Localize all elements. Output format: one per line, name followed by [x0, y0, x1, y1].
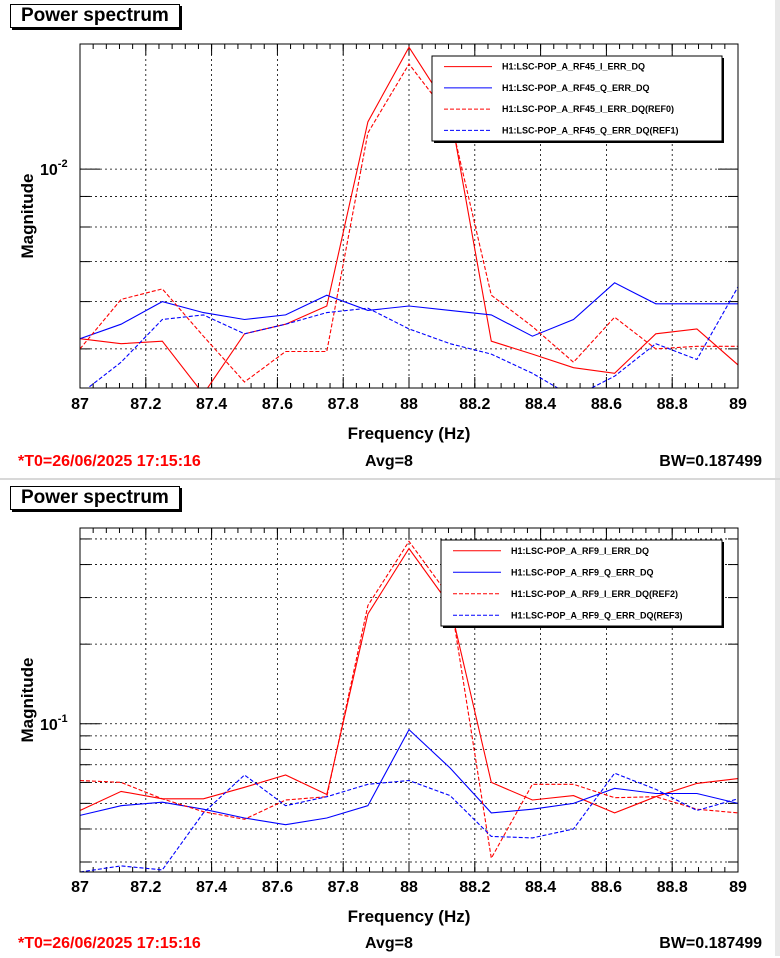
legend-entry: H1:LSC-POP_A_RF45_I_ERR_DQ(REF0) [502, 104, 674, 114]
grid [80, 528, 738, 872]
x-tick-label: 88 [400, 396, 418, 413]
legend-box [440, 539, 723, 627]
series-group [80, 46, 738, 388]
legend-entry: H1:LSC-POP_A_RF45_I_ERR_DQ [502, 62, 645, 72]
panel-edge [775, 480, 780, 956]
bandwidth: BW=0.187499 [659, 935, 762, 952]
legend: H1:LSC-POP_A_RF45_I_ERR_DQ H1:LSC-POP_A_R… [431, 55, 724, 143]
x-tick-label: 88.2 [459, 396, 490, 413]
legend: H1:LSC-POP_A_RF9_I_ERR_DQ H1:LSC-POP_A_RF… [440, 539, 724, 628]
legend-entry: H1:LSC-POP_A_RF9_Q_ERR_DQ(REF3) [511, 610, 683, 620]
x-tick-label: 89 [729, 396, 747, 413]
x-tick-label: 89 [729, 879, 747, 896]
status-footer: *T0=26/06/2025 17:15:16 Avg=8 BW=0.18749… [0, 935, 780, 955]
legend-box [431, 55, 723, 142]
legend-entry: H1:LSC-POP_A_RF45_Q_ERR_DQ [502, 83, 650, 93]
series-line-1 [80, 547, 738, 814]
t0-timestamp: *T0=26/06/2025 17:15:16 [18, 935, 201, 952]
average-count: Avg=8 [365, 453, 413, 470]
series-group [80, 540, 738, 872]
plot-frame [79, 43, 739, 389]
x-tick-label: 87 [71, 879, 89, 896]
series-line-1 [80, 46, 738, 388]
y-tick-label: 10-1 [40, 713, 68, 734]
panel-title: Power spectrum [10, 4, 180, 28]
legend-entry: H1:LSC-POP_A_RF9_I_ERR_DQ(REF2) [511, 589, 678, 599]
rf45-spectrum-chart: 87 87.2 87.4 87.6 87.8 88 88.2 88.4 88.6 88.8 89 10… [18, 43, 747, 443]
grid [80, 44, 738, 388]
legend-entry: H1:LSC-POP_A_RF9_Q_ERR_DQ [511, 567, 654, 577]
x-tick-label: 87 [71, 396, 89, 413]
x-tick-label: 87.6 [262, 396, 293, 413]
panel-edge [775, 0, 780, 478]
series-line-3 [80, 540, 738, 860]
x-tick-label: 88.4 [525, 879, 556, 896]
rf9-spectrum-chart: 87 87.2 87.4 87.6 87.8 88 88.2 88.4 88.6 88.8 89 10… [18, 527, 747, 926]
x-tick-label: 87.4 [196, 879, 227, 896]
series-line-4 [80, 772, 738, 872]
x-tick-label: 87.8 [328, 396, 359, 413]
y-axis-title: Magnitude [18, 174, 37, 259]
spectrum-panel-rf45: 87 87.2 87.4 87.6 87.8 88 88.2 88.4 88.6 88.8 89 10… [0, 0, 780, 478]
series-line-4 [86, 286, 738, 388]
x-tick-label: 88.2 [459, 879, 490, 896]
average-count: Avg=8 [365, 935, 413, 952]
status-footer: *T0=26/06/2025 17:15:16 Avg=8 BW=0.18749… [0, 453, 780, 473]
plot-frame [79, 527, 739, 873]
panel-title: Power spectrum [10, 486, 180, 510]
x-axis-title: Frequency (Hz) [348, 907, 471, 926]
series-line-2 [80, 282, 738, 340]
spectrum-panel-rf9: 87 87.2 87.4 87.6 87.8 88 88.2 88.4 88.6 88.8 89 10… [0, 478, 780, 956]
x-tick-label: 88.8 [657, 396, 688, 413]
x-tick-label: 88 [400, 879, 418, 896]
x-tick-label: 87.2 [130, 396, 161, 413]
x-tick-label: 87.8 [328, 879, 359, 896]
x-tick-label: 87.4 [196, 396, 227, 413]
bandwidth: BW=0.187499 [659, 453, 762, 470]
x-tick-label: 88.4 [525, 396, 556, 413]
y-axis-title: Magnitude [18, 658, 37, 743]
series-line-3 [80, 63, 738, 383]
y-tick-label: 10-2 [40, 158, 68, 179]
legend-entry: H1:LSC-POP_A_RF45_Q_ERR_DQ(REF1) [502, 125, 679, 135]
t0-timestamp: *T0=26/06/2025 17:15:16 [18, 453, 201, 470]
x-tick-label: 87.6 [262, 879, 293, 896]
x-axis-title: Frequency (Hz) [348, 424, 471, 443]
x-tick-label: 88.8 [657, 879, 688, 896]
x-tick-label: 88.6 [591, 879, 622, 896]
x-tick-label: 87.2 [130, 879, 161, 896]
legend-entry: H1:LSC-POP_A_RF9_I_ERR_DQ [511, 546, 649, 556]
x-tick-label: 88.6 [591, 396, 622, 413]
